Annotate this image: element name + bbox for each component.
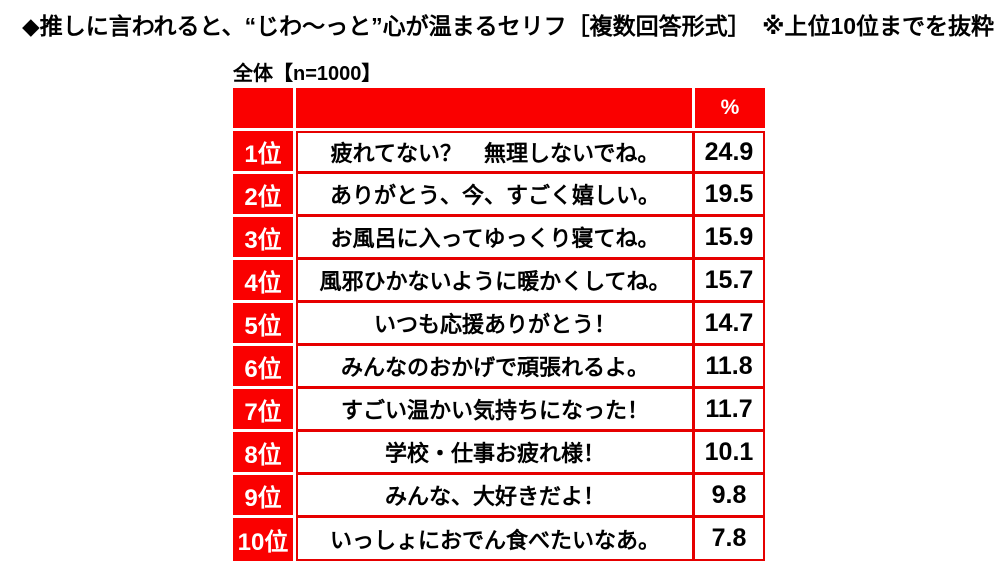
phrase-cell: いつも応援ありがとう！ (296, 303, 695, 346)
phrase-cell: ありがとう、今、すごく嬉しい。 (296, 174, 695, 217)
phrase-cell: お風呂に入ってゆっくり寝てね。 (296, 217, 695, 260)
value-cell: 14.7 (695, 303, 765, 346)
percent-column-header: % (695, 88, 765, 131)
phrase-cell: 学校・仕事お疲れ様！ (296, 432, 695, 475)
table-row: 5位 いつも応援ありがとう！ 14.7 (233, 303, 765, 346)
value-cell: 11.7 (695, 389, 765, 432)
value-cell: 24.9 (695, 131, 765, 174)
phrase-cell: みんな、大好きだよ！ (296, 475, 695, 518)
phrase-cell: 疲れてない？ 無理しないでね。 (296, 131, 695, 174)
rank-cell: 3位 (233, 217, 296, 260)
value-cell: 10.1 (695, 432, 765, 475)
value-cell: 15.7 (695, 260, 765, 303)
phrase-cell: すごい温かい気持ちになった！ (296, 389, 695, 432)
rank-cell: 5位 (233, 303, 296, 346)
value-cell: 11.8 (695, 346, 765, 389)
table-row: 6位 みんなのおかげで頑張れるよ。 11.8 (233, 346, 765, 389)
phrase-cell: みんなのおかげで頑張れるよ。 (296, 346, 695, 389)
phrase-cell: いっしょにおでん食べたいなあ。 (296, 518, 695, 561)
sample-size-label: 全体【n=1000】 (233, 63, 382, 85)
rank-cell: 4位 (233, 260, 296, 303)
rank-cell: 6位 (233, 346, 296, 389)
rank-cell: 1位 (233, 131, 296, 174)
table-row: 4位 風邪ひかないように暖かくしてね。 15.7 (233, 260, 765, 303)
value-cell: 7.8 (695, 518, 765, 561)
rank-cell: 2位 (233, 174, 296, 217)
rank-cell: 10位 (233, 518, 296, 561)
phrase-cell: 風邪ひかないように暖かくしてね。 (296, 260, 695, 303)
rank-column-header (233, 88, 296, 131)
table-row: 1位 疲れてない？ 無理しないでね。 24.9 (233, 131, 765, 174)
rank-cell: 9位 (233, 475, 296, 518)
table-row: 2位 ありがとう、今、すごく嬉しい。 19.5 (233, 174, 765, 217)
ranking-table: % 1位 疲れてない？ 無理しないでね。 24.9 2位 ありがとう、今、すごく… (233, 88, 765, 561)
table-row: 10位 いっしょにおでん食べたいなあ。 7.8 (233, 518, 765, 561)
rank-cell: 7位 (233, 389, 296, 432)
rank-cell: 8位 (233, 432, 296, 475)
table-row: 8位 学校・仕事お疲れ様！ 10.1 (233, 432, 765, 475)
table-row: 7位 すごい温かい気持ちになった！ 11.7 (233, 389, 765, 432)
value-cell: 19.5 (695, 174, 765, 217)
survey-question-title: ◆推しに言われると、“じわ〜っと”心が温まるセリフ［複数回答形式］ ※上位10位… (22, 13, 995, 39)
table-row: 9位 みんな、大好きだよ！ 9.8 (233, 475, 765, 518)
table-body: 1位 疲れてない？ 無理しないでね。 24.9 2位 ありがとう、今、すごく嬉し… (233, 131, 765, 561)
value-cell: 9.8 (695, 475, 765, 518)
value-cell: 15.9 (695, 217, 765, 260)
phrase-column-header (296, 88, 695, 131)
table-row: 3位 お風呂に入ってゆっくり寝てね。 15.9 (233, 217, 765, 260)
table-header-row: % (233, 88, 765, 131)
